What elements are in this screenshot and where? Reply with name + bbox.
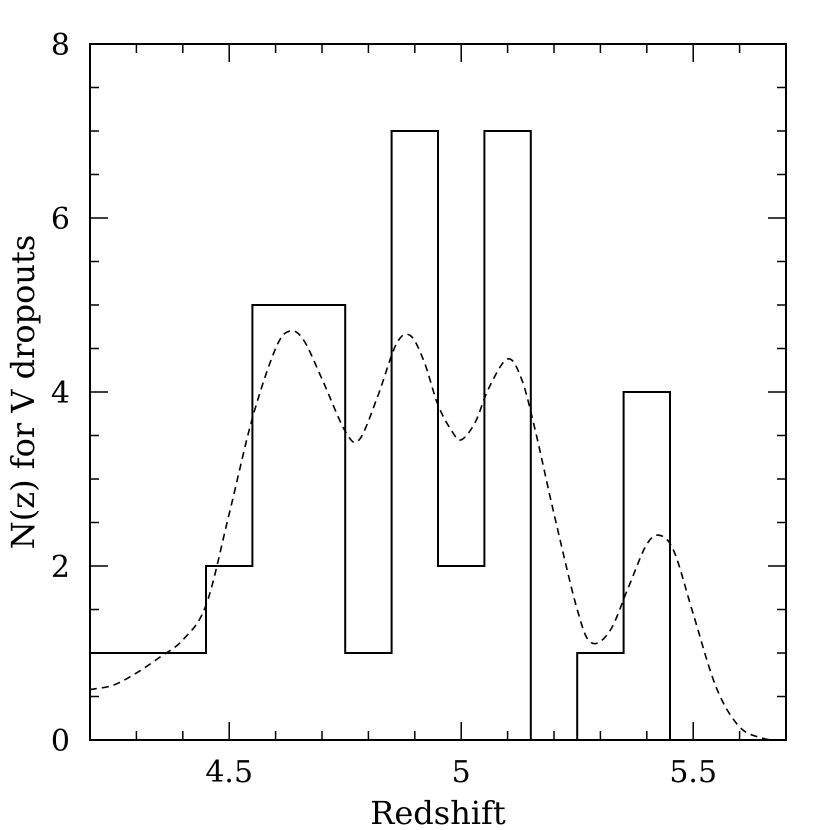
histogram-series <box>90 130 671 741</box>
y-tick-label: 4 <box>51 376 70 411</box>
y-tick-label: 2 <box>51 550 70 585</box>
x-axis-title: Redshift <box>370 794 506 830</box>
y-tick-label: 0 <box>51 724 70 759</box>
smoothed-density-curve <box>89 329 777 741</box>
y-tick-label: 8 <box>51 28 70 63</box>
y-tick-label: 6 <box>51 202 70 237</box>
x-tick-label: 5.5 <box>669 755 717 790</box>
y-axis-title: N(z) for V dropouts <box>4 235 42 550</box>
x-tick-label: 5 <box>452 755 471 790</box>
y-axis-tick-labels: 0 2 4 6 8 <box>51 28 70 759</box>
x-axis-tick-labels: 4.5 5 5.5 <box>205 755 717 790</box>
x-axis-ticks <box>89 44 787 740</box>
y-axis-ticks <box>90 43 786 741</box>
plot-content <box>89 130 777 741</box>
x-tick-label: 4.5 <box>205 755 253 790</box>
